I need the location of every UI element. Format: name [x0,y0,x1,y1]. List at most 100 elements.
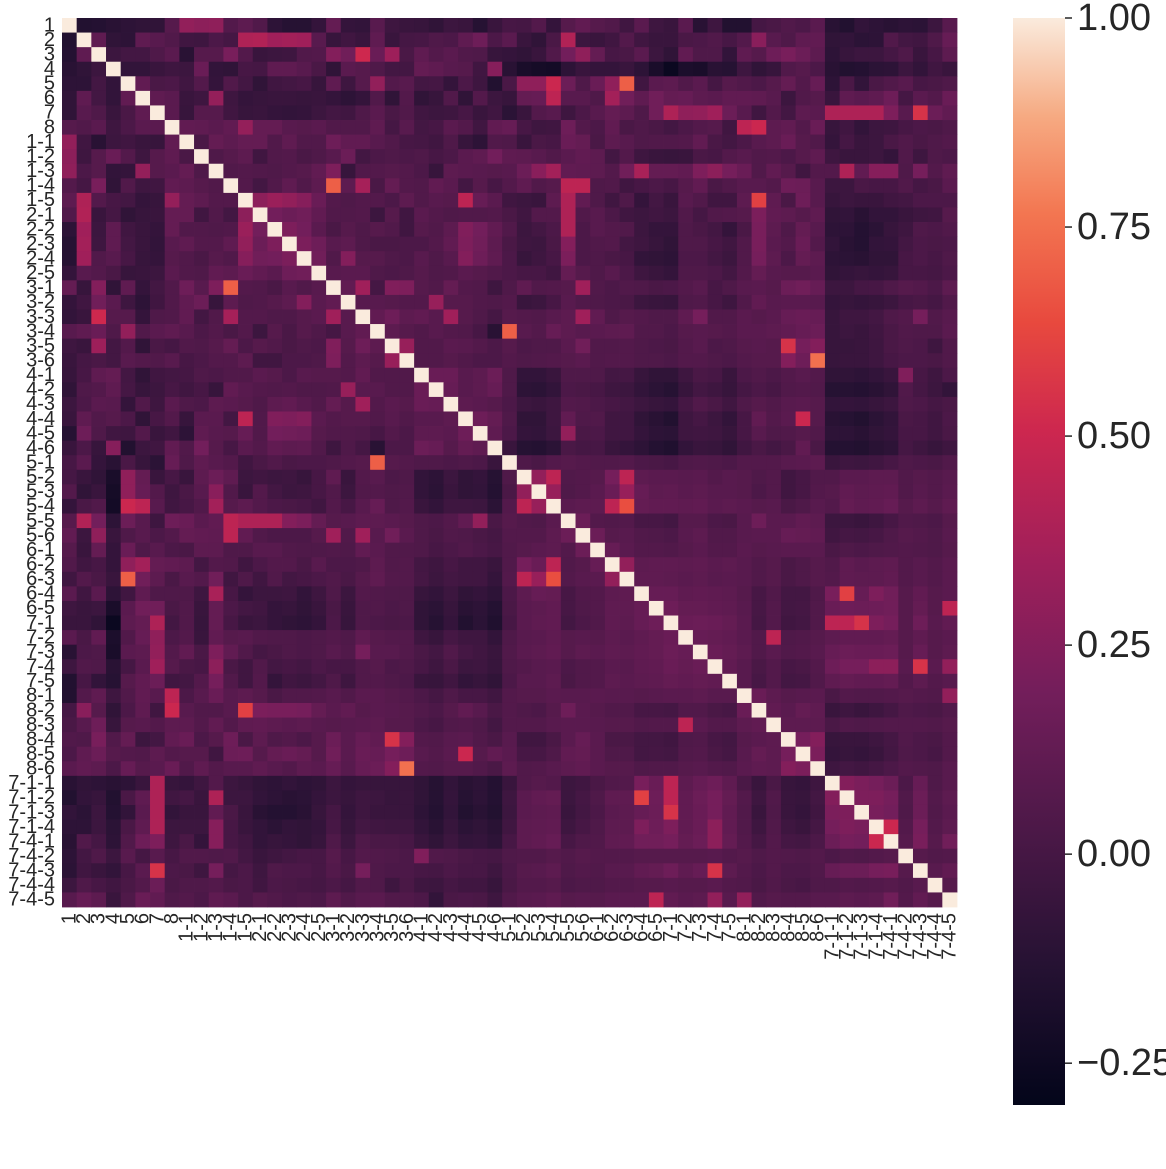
heatmap-cell [62,644,78,660]
heatmap-cell [238,469,254,485]
heatmap-cell [208,120,224,135]
x-tick-label: 1-5 [234,913,256,942]
heatmap-cell [546,134,562,150]
heatmap-cell [76,819,92,835]
heatmap-cell [443,571,459,587]
heatmap-cell [62,615,78,631]
heatmap-cell [707,863,723,879]
heatmap-cell [355,192,371,208]
heatmap-cell [179,134,195,150]
heatmap-cell [91,600,107,616]
heatmap-cell [91,265,107,281]
heatmap-cell [531,615,547,631]
heatmap-cell [223,294,239,310]
heatmap-cell [326,586,342,602]
heatmap-cell [106,644,122,660]
heatmap-cell [619,251,635,267]
heatmap-cell [795,877,811,893]
heatmap-cell [546,542,562,558]
heatmap-cell [458,18,474,33]
heatmap-cell [399,222,415,237]
heatmap-cell [282,222,298,237]
heatmap-cell [311,280,327,296]
heatmap-cell [355,790,371,806]
heatmap-cell [106,61,122,77]
heatmap-cell [575,338,591,354]
heatmap-cell [619,222,635,237]
heatmap-cell [722,848,738,864]
heatmap-cell [722,134,738,150]
heatmap-cell [575,586,591,602]
heatmap-cell [795,469,811,485]
heatmap-cell [736,484,752,500]
heatmap-cell [267,877,283,893]
heatmap-cell [252,586,268,602]
heatmap-cell [942,309,958,325]
heatmap-cell [868,834,885,850]
heatmap-cell [370,557,386,573]
heatmap-cell [619,732,635,748]
heatmap-cell [326,294,342,310]
heatmap-cell [722,222,738,237]
heatmap-cell [106,834,122,850]
heatmap-cell [531,498,547,514]
heatmap-cell [223,717,239,733]
heatmap-cell [62,207,78,223]
heatmap-cell [208,498,224,514]
heatmap-cell [839,761,855,777]
heatmap-cell [428,294,444,310]
heatmap-cell [326,761,342,777]
heatmap-cell [868,76,885,92]
heatmap-cell [428,455,444,471]
heatmap-cell [267,498,283,514]
heatmap-cell [487,761,503,777]
heatmap-cell [927,673,943,689]
heatmap-cell [150,630,166,646]
heatmap-cell [76,426,92,442]
heatmap-cell [296,192,312,208]
heatmap-cell [502,207,518,223]
heatmap-cell [942,178,958,194]
heatmap-cell [912,90,929,106]
heatmap-cell [311,644,327,660]
heatmap-cell [267,732,283,748]
heatmap-cell [399,732,415,748]
heatmap-cell [854,513,870,529]
heatmap-cell [927,761,943,777]
heatmap-cell [898,251,914,267]
heatmap-cell [736,804,752,820]
heatmap-cell [458,557,474,573]
heatmap-cell [692,775,708,791]
heatmap-cell [516,338,532,354]
heatmap-cell [839,120,855,135]
heatmap-cell [179,586,195,602]
heatmap-cell [854,280,870,296]
heatmap-cell [898,178,914,194]
heatmap-cell [546,61,562,77]
heatmap-cell [678,571,694,587]
heatmap-cell [76,76,92,92]
heatmap-cell [370,309,386,325]
heatmap-cell [766,819,782,835]
heatmap-cell [546,484,562,500]
heatmap-cell [311,236,327,252]
heatmap-cell [678,382,694,398]
heatmap-cell [252,498,268,514]
heatmap-cell [252,659,268,675]
heatmap-cell [824,702,841,718]
heatmap-cell [560,600,576,616]
heatmap-cell [223,120,239,135]
heatmap-cell [414,236,430,252]
heatmap-cell [370,732,386,748]
heatmap-cell [604,90,620,106]
heatmap-cell [736,367,752,383]
heatmap-cell [223,47,239,63]
heatmap-cell [795,382,811,398]
heatmap-cell [648,819,664,835]
heatmap-cell [604,280,620,296]
heatmap-cell [722,863,738,879]
heatmap-cell [839,804,855,820]
heatmap-cell [120,382,136,398]
heatmap-cell [164,557,180,573]
heatmap-cell [560,673,576,689]
